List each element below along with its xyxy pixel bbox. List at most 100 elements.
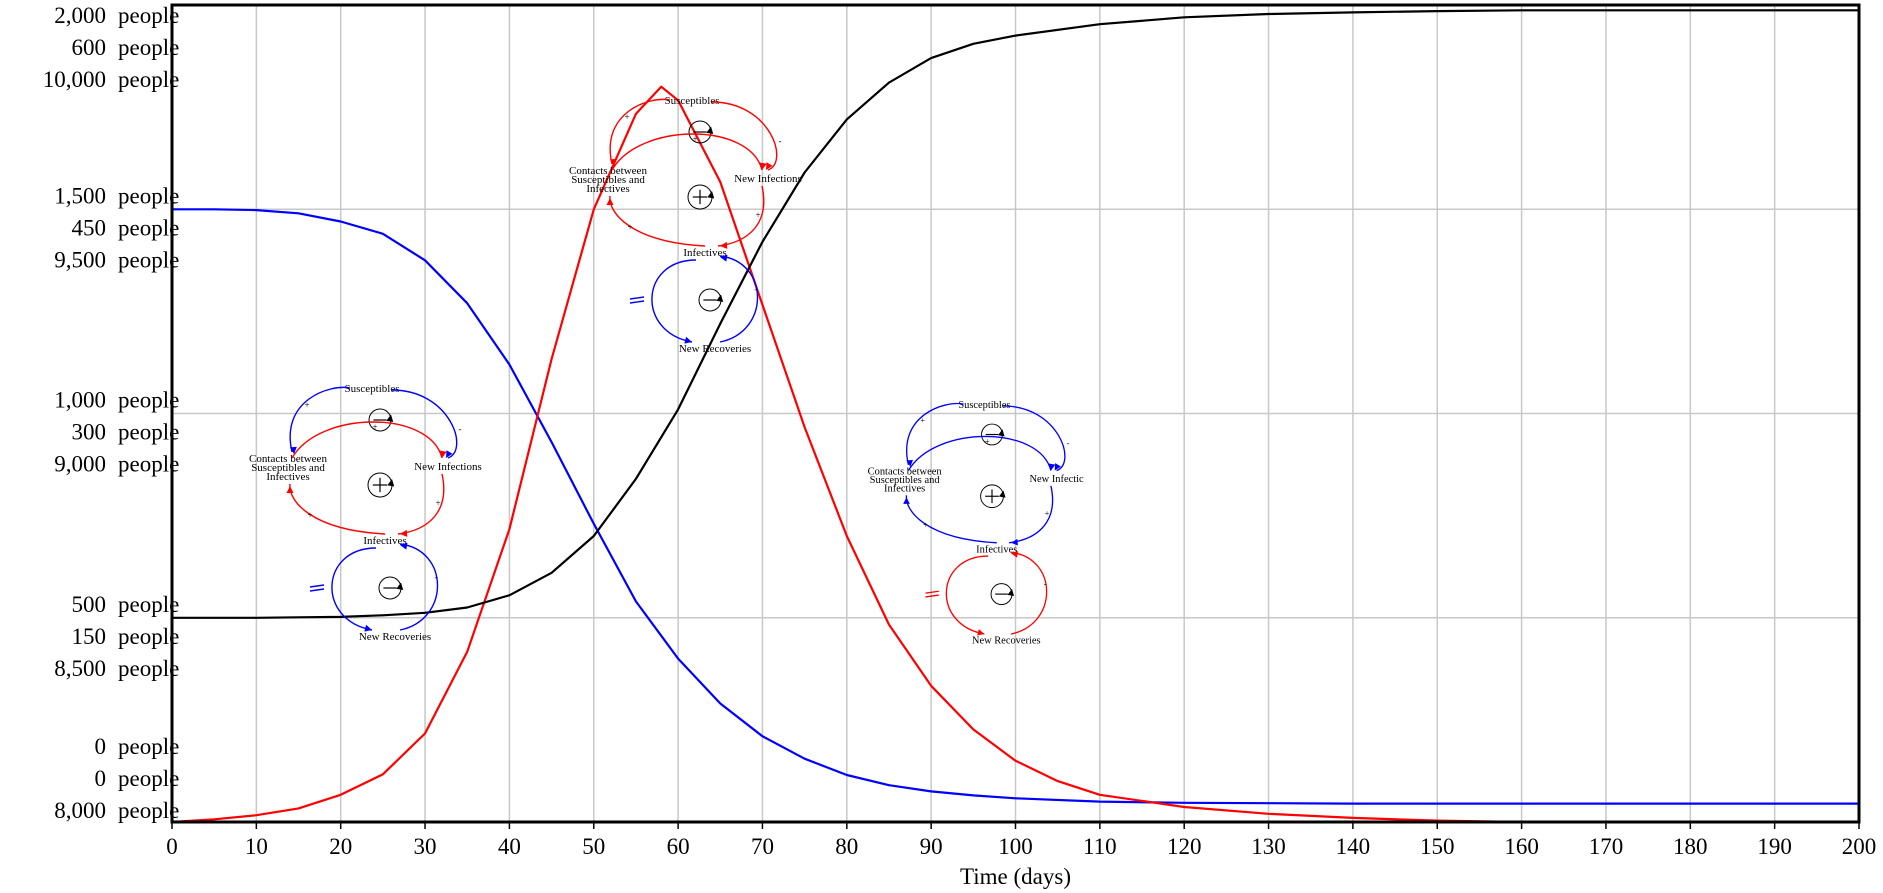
link-sign: + (920, 415, 925, 425)
arrow-head (400, 529, 408, 537)
delay-mark (629, 300, 645, 304)
x-tick-label: 160 (1504, 834, 1539, 859)
y-tick-value: 0 (95, 766, 107, 791)
x-tick-label: 90 (920, 834, 943, 859)
x-tick-label: 120 (1167, 834, 1202, 859)
x-tick-label: 180 (1673, 834, 1708, 859)
delay-mark (309, 588, 325, 592)
x-tick-label: 40 (498, 834, 521, 859)
link-sign: + (304, 400, 309, 410)
y-tick-unit: people (118, 35, 179, 60)
x-tick-label: 140 (1336, 834, 1371, 859)
x-tick-label: 170 (1589, 834, 1624, 859)
loop-label-contacts: Infectives (266, 471, 309, 483)
loop-arrow-middle (905, 495, 997, 544)
y-tick-unit: people (118, 388, 179, 413)
y-tick-value: 9,000 (54, 452, 106, 477)
x-tick-label: 50 (582, 834, 605, 859)
loop-label-contacts: Susceptibles and (870, 475, 941, 486)
link-sign: + (923, 520, 928, 530)
delay-mark (629, 296, 645, 300)
x-tick-label: 200 (1842, 834, 1877, 859)
loop-label-contacts: Susceptibles and (571, 174, 645, 186)
arrow-head (977, 629, 985, 636)
loop-arrow-top (906, 402, 964, 466)
x-axis: 0 10 20 30 40 50 60 70 80 90 100 110 120 130 140 150 160… (166, 822, 1876, 859)
arrow-head (1007, 588, 1015, 597)
loop-diagram-3: Susceptibles New Infectic Contacts between… (868, 400, 1084, 647)
loop-label-contacts: Contacts between (868, 466, 943, 477)
arrow-head (439, 450, 447, 458)
loop-label-contacts: Infectives (586, 183, 629, 195)
link-sign: + (692, 134, 697, 144)
loop-label-susceptibles: Susceptibles (345, 383, 400, 395)
loop-arrow-middle (291, 421, 443, 459)
loop-arrow-top (289, 386, 351, 453)
loop-arrow-bottom (945, 555, 989, 635)
y-tick-value: 8,500 (54, 656, 106, 681)
x-tick-label: 130 (1251, 834, 1286, 859)
loop-arrow-middle (907, 435, 1052, 471)
y-tick-value: 450 (72, 215, 107, 240)
loop-arrow-middle (717, 185, 765, 247)
y-tick-unit: people (118, 420, 179, 445)
loop-label-infectives: Infectives (683, 247, 726, 259)
link-sign: + (624, 112, 629, 122)
x-tick-label: 30 (414, 834, 437, 859)
loop-diagram-1: Susceptibles New Infections Contacts betwe… (249, 383, 482, 643)
y-tick-value: 10,000 (43, 67, 106, 92)
y-tick-unit: people (118, 452, 179, 477)
arrow-head (720, 241, 728, 249)
arrow-head (998, 429, 1005, 437)
arrow-head (759, 162, 767, 170)
loop-arrow-middle (289, 483, 386, 535)
arrow-head (609, 158, 617, 166)
link-sign: + (755, 210, 760, 220)
loop-label-new-infections: New Infectic (1030, 474, 1085, 485)
arrow-head (386, 414, 394, 423)
loop-label-contacts: Contacts between (569, 165, 647, 177)
arrow-head (720, 254, 728, 262)
arrow-head (707, 191, 715, 199)
arrow-head (903, 497, 910, 504)
loop-label-contacts: Susceptibles and (251, 462, 325, 474)
arrow-head (766, 162, 773, 170)
x-tick-label: 70 (751, 834, 774, 859)
x-axis-title: Time (days) (960, 864, 1071, 889)
loop-label-new-infections: New Infections (734, 173, 802, 185)
loop-arrow-top (391, 389, 458, 459)
loop-arrow-bottom (1010, 551, 1048, 635)
link-sign: + (307, 510, 312, 520)
y-tick-unit: people (118, 624, 179, 649)
arrow-head (396, 582, 404, 591)
x-tick-label: 20 (329, 834, 352, 859)
link-sign: - (435, 572, 438, 582)
y-tick-unit: people (118, 592, 179, 617)
loop-arrow-top (711, 101, 778, 171)
link-sign: + (435, 498, 440, 508)
arrow-head (400, 542, 408, 550)
arrow-head (1011, 538, 1018, 546)
y-tick-value: 8,000 (54, 798, 106, 823)
delay-mark (925, 590, 939, 594)
x-tick-label: 190 (1757, 834, 1792, 859)
arrow-head (706, 126, 714, 135)
link-sign: - (459, 424, 462, 434)
link-sign: - (1067, 438, 1070, 448)
loop-arrow-bottom (651, 259, 697, 343)
loop-label-new-recoveries: New Recoveries (972, 636, 1041, 647)
y-tick-value: 2,000 (54, 3, 106, 28)
loop-arrow-top (1003, 405, 1066, 472)
loop-label-new-recoveries: New Recoveries (359, 631, 431, 643)
loop-label-infectives: Infectives (976, 544, 1017, 555)
y-tick-value: 0 (95, 734, 107, 759)
series-line-2 (171, 85, 1859, 824)
x-tick-label: 10 (245, 834, 268, 859)
y-tick-unit: people (118, 734, 179, 759)
series-layer (171, 9, 1859, 824)
y-tick-unit: people (118, 798, 179, 823)
y-tick-value: 9,500 (54, 247, 106, 272)
arrow-head (716, 294, 724, 303)
loop-diagrams: Susceptibles New Infections Contacts betwe… (249, 95, 1084, 647)
